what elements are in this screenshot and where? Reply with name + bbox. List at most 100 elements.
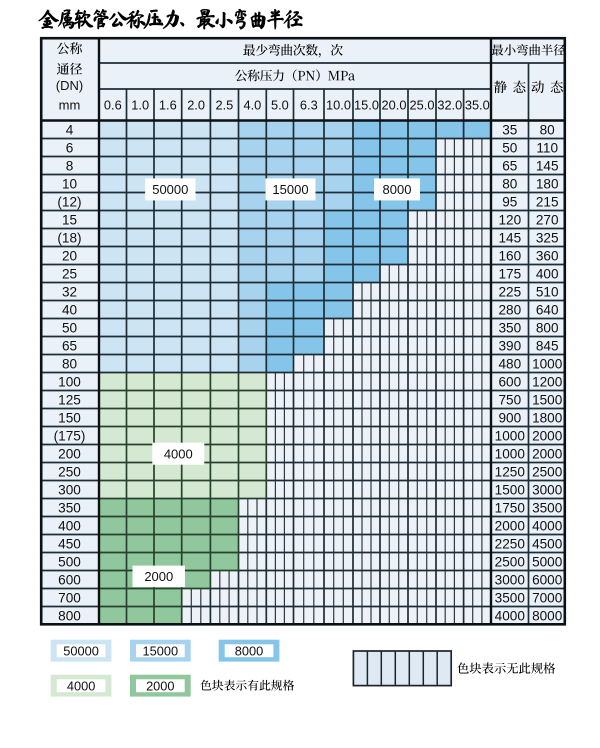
svg-text:325: 325 [536,230,559,245]
svg-text:480: 480 [498,356,521,371]
svg-text:4000: 4000 [532,518,563,533]
svg-text:120: 120 [498,212,521,227]
svg-text:2000: 2000 [146,678,174,693]
svg-text:300: 300 [58,482,81,497]
svg-text:1000: 1000 [532,356,563,371]
svg-text:800: 800 [58,608,81,623]
svg-text:6: 6 [66,140,74,155]
svg-text:1200: 1200 [532,374,563,389]
svg-text:50000: 50000 [63,643,99,658]
svg-text:2000: 2000 [532,446,563,461]
svg-text:5000: 5000 [532,554,563,569]
svg-text:8: 8 [66,158,74,173]
svg-text:6.3: 6.3 [300,97,318,112]
svg-text:(18): (18) [57,230,81,245]
svg-text:32.0: 32.0 [437,97,462,112]
svg-text:50000: 50000 [152,182,188,197]
svg-text:4500: 4500 [532,536,563,551]
svg-text:2.5: 2.5 [216,97,234,112]
svg-text:65: 65 [502,158,517,173]
svg-text:2500: 2500 [495,554,526,569]
svg-text:15.0: 15.0 [354,97,379,112]
svg-text:400: 400 [58,518,81,533]
svg-text:80: 80 [540,122,556,137]
svg-text:3000: 3000 [495,572,526,587]
svg-text:3500: 3500 [532,500,563,515]
svg-text:125: 125 [58,392,81,407]
svg-text:450: 450 [58,536,81,551]
svg-text:4.0: 4.0 [244,97,262,112]
svg-text:80: 80 [502,176,518,191]
svg-text:845: 845 [536,338,559,353]
svg-text:4000: 4000 [67,678,95,693]
svg-text:3500: 3500 [495,590,526,605]
svg-text:3000: 3000 [532,482,563,497]
svg-text:1000: 1000 [495,446,526,461]
svg-text:1.0: 1.0 [131,97,149,112]
svg-text:0.6: 0.6 [104,97,122,112]
svg-text:2250: 2250 [495,536,526,551]
svg-text:2000: 2000 [532,428,563,443]
svg-text:280: 280 [498,302,521,317]
svg-text:390: 390 [498,338,521,353]
svg-text:110: 110 [536,140,558,155]
svg-text:(175): (175) [54,428,86,443]
svg-text:95: 95 [502,194,517,209]
svg-text:2000: 2000 [495,518,526,533]
svg-text:145: 145 [536,158,559,173]
svg-text:4000: 4000 [164,446,193,461]
svg-text:20.0: 20.0 [382,97,407,112]
svg-text:15000: 15000 [272,182,308,197]
svg-text:270: 270 [536,212,559,227]
svg-text:2500: 2500 [532,464,563,479]
svg-text:1250: 1250 [495,464,526,479]
svg-text:32: 32 [62,284,77,299]
svg-text:8000: 8000 [383,182,412,197]
svg-text:640: 640 [536,302,559,317]
svg-text:50: 50 [502,140,518,155]
svg-text:35: 35 [502,122,517,137]
svg-text:20: 20 [62,248,78,263]
svg-text:800: 800 [536,320,559,335]
svg-text:4000: 4000 [495,608,526,623]
svg-text:8000: 8000 [532,608,563,623]
svg-text:40: 40 [62,302,78,317]
svg-text:35.0: 35.0 [465,97,490,112]
svg-text:(12): (12) [57,194,81,209]
svg-text:225: 225 [498,284,521,299]
svg-text:350: 350 [58,500,81,515]
svg-text:175: 175 [498,266,521,281]
svg-text:15000: 15000 [143,643,179,658]
svg-text:150: 150 [58,410,81,425]
svg-text:750: 750 [498,392,521,407]
svg-text:160: 160 [498,248,521,263]
svg-text:6000: 6000 [532,572,563,587]
svg-text:1.6: 1.6 [159,97,177,112]
svg-text:2000: 2000 [144,569,173,584]
svg-text:5.0: 5.0 [271,97,289,112]
svg-text:180: 180 [536,176,559,191]
svg-text:15: 15 [62,212,77,227]
svg-text:145: 145 [498,230,521,245]
svg-text:350: 350 [498,320,521,335]
svg-text:80: 80 [62,356,78,371]
svg-text:900: 900 [498,410,521,425]
svg-text:10: 10 [62,176,78,191]
svg-text:600: 600 [58,572,81,587]
svg-text:(DN): (DN) [56,78,83,93]
svg-text:25.0: 25.0 [410,97,435,112]
svg-text:mm: mm [59,98,81,113]
svg-text:700: 700 [58,590,81,605]
svg-text:1500: 1500 [495,482,526,497]
svg-text:250: 250 [58,464,81,479]
svg-text:360: 360 [536,248,559,263]
svg-text:510: 510 [536,284,559,299]
svg-text:10.0: 10.0 [326,97,351,112]
svg-text:7000: 7000 [532,590,563,605]
svg-text:25: 25 [62,266,77,281]
svg-text:500: 500 [58,554,81,569]
svg-text:215: 215 [536,194,559,209]
svg-text:100: 100 [58,374,81,389]
svg-text:50: 50 [62,320,78,335]
svg-text:65: 65 [62,338,77,353]
